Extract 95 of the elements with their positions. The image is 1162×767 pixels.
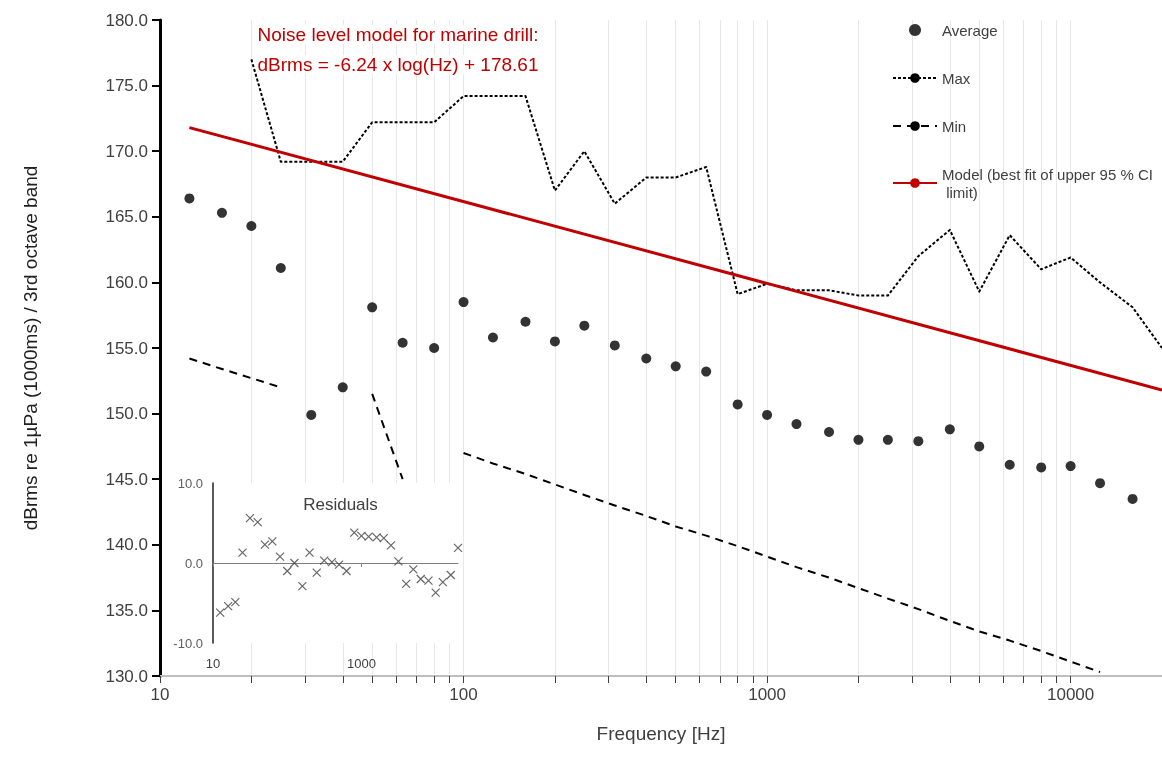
y-tick-label: 160.0 [105, 272, 148, 292]
annotation: Noise level model for marine drill: [257, 24, 539, 45]
point [609, 340, 620, 351]
x-tick-label: 100 [449, 685, 478, 704]
point [1127, 493, 1138, 504]
y-tick-label: 165.0 [105, 207, 148, 227]
y-tick-label: 170.0 [105, 141, 148, 161]
point [579, 320, 590, 331]
x-tick-label: 1000 [346, 656, 376, 671]
point [458, 297, 469, 308]
point [423, 576, 434, 586]
point [487, 332, 498, 343]
point [791, 419, 802, 430]
y-tick-label: 10.0 [177, 475, 203, 491]
point [882, 434, 893, 445]
y-tick-label: 0.0 [184, 555, 203, 571]
point [453, 543, 463, 553]
point [184, 193, 195, 204]
point [701, 366, 712, 377]
point [913, 436, 924, 447]
y-tick-label: 135.0 [105, 600, 148, 620]
x-tick-label: 1000 [748, 685, 786, 704]
legend-label: Average [942, 21, 998, 39]
point [379, 533, 389, 543]
y-tick-label: 140.0 [105, 535, 148, 555]
point [1036, 462, 1047, 473]
point [260, 540, 270, 550]
point [297, 581, 307, 591]
point [275, 262, 286, 273]
point [401, 579, 411, 589]
point [1065, 461, 1076, 472]
line-series [250, 58, 1162, 349]
y-axis-title: dBrms re 1µPa (1000ms) / 3rd octave band [20, 165, 41, 531]
point [408, 564, 418, 574]
point [253, 517, 263, 527]
x-tick-label: 10 [205, 656, 221, 671]
point [246, 220, 257, 231]
point [349, 528, 359, 538]
point [306, 409, 317, 420]
point [245, 513, 255, 523]
point [327, 557, 337, 567]
point [386, 540, 396, 550]
point [824, 426, 835, 437]
y-tick-label: 175.0 [105, 76, 148, 96]
point [289, 558, 300, 568]
point [393, 556, 404, 566]
point [429, 343, 440, 353]
point [1004, 459, 1015, 470]
point [1095, 478, 1106, 489]
point [334, 560, 344, 570]
point [549, 336, 560, 347]
y-tick-label: 150.0 [105, 404, 148, 424]
point [215, 608, 225, 618]
point [438, 577, 448, 587]
point [446, 570, 456, 580]
x-tick-label: 10 [150, 685, 170, 704]
point [670, 361, 681, 372]
point [397, 337, 408, 348]
annotation: dBrms = -6.24 x log(Hz) + 178.61 [257, 54, 539, 75]
legend-label: Min [942, 117, 967, 135]
x-tick-label: 10000 [1046, 685, 1095, 704]
point [974, 441, 985, 452]
y-tick-label: 180.0 [105, 10, 148, 30]
point [319, 556, 329, 566]
point [337, 382, 348, 393]
point [431, 588, 441, 598]
point [416, 574, 426, 584]
point [312, 568, 322, 578]
point [944, 424, 955, 435]
point [356, 531, 367, 541]
point [275, 552, 285, 562]
point [223, 601, 233, 611]
y-tick-label: 155.0 [105, 338, 148, 358]
point [230, 597, 240, 607]
point [520, 316, 531, 327]
point [853, 434, 864, 445]
text: Residuals [303, 495, 378, 514]
point [237, 548, 248, 558]
y-tick-label: 130.0 [105, 666, 148, 686]
y-tick-label: -10.0 [173, 635, 203, 651]
point [267, 536, 277, 546]
point [641, 353, 652, 364]
point [341, 566, 352, 576]
point [371, 532, 382, 542]
point [762, 409, 773, 420]
point [304, 548, 315, 558]
legend-label: Model (best fit of upper 95 % CI limit) [942, 165, 1153, 201]
point [282, 566, 292, 576]
point [732, 399, 743, 410]
legend-label: Max [942, 69, 971, 87]
point [364, 532, 374, 542]
point [216, 207, 227, 218]
point [367, 302, 378, 313]
y-tick-label: 145.0 [105, 469, 148, 489]
x-axis-title: Frequency [Hz] [596, 723, 726, 744]
